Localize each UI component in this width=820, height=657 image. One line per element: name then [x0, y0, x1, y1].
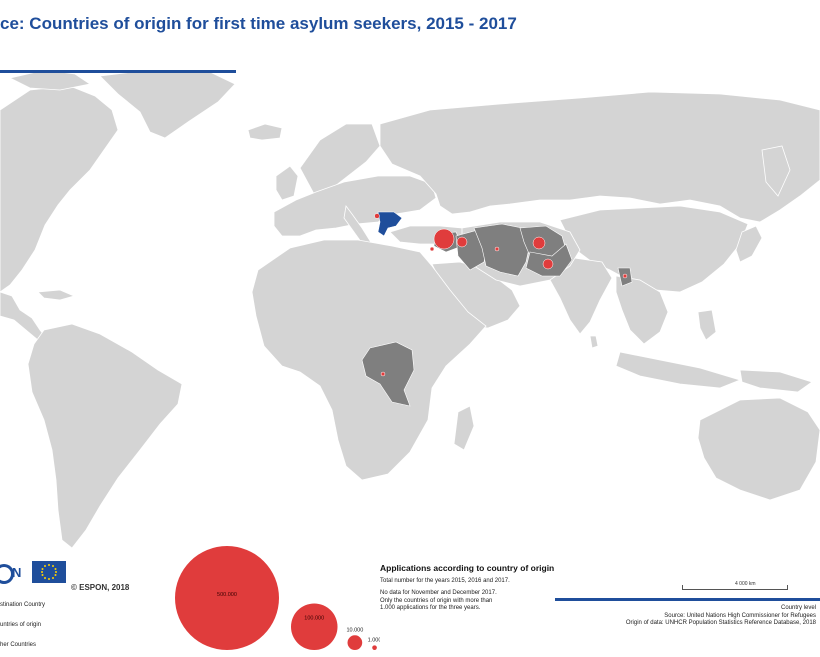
destination-greece	[377, 211, 403, 237]
bubble-dr-congo	[380, 371, 386, 377]
legend-bubble-label: 500.000	[217, 592, 237, 598]
scale-bar	[682, 585, 788, 590]
north-america-landmass	[0, 85, 119, 293]
south-america	[27, 323, 183, 549]
source-database: Origin of data: UNHCR Population Statist…	[625, 620, 816, 626]
bubble-afghanistan	[532, 236, 546, 250]
legend-bubble-label: 100.000	[304, 615, 324, 621]
bubble-iraq	[456, 236, 468, 248]
espon-logo-text: N	[12, 565, 22, 580]
madagascar	[453, 405, 475, 451]
japan	[735, 225, 763, 263]
legend-bubble	[347, 635, 363, 650]
scale-bar-label: 4 000 km	[735, 581, 756, 587]
eu-stars-icon	[41, 564, 57, 580]
kamchatka	[761, 145, 791, 197]
russia-asia	[379, 91, 820, 223]
british-isles	[275, 165, 299, 201]
espon-logo: N	[0, 561, 30, 584]
legend-other-label: her Countries	[0, 642, 37, 648]
legend-bubble	[291, 603, 338, 650]
legend-bubble-label: 10.000	[346, 627, 363, 633]
bubble-lebanon	[429, 246, 435, 252]
legend-note-line: 1.000 applications for the three years.	[380, 605, 481, 611]
copyright-text: © ESPON, 2018	[71, 583, 130, 592]
australia	[697, 397, 820, 501]
legend-destination-label: stination Country	[0, 602, 46, 608]
bubble-iran	[494, 246, 500, 252]
indonesia	[615, 351, 742, 389]
legend-note-line: Only the countries of origin with more t…	[380, 597, 493, 604]
legend-note-line: No data for November and December 2017.	[380, 590, 497, 596]
new-guinea	[739, 369, 813, 393]
greenland	[99, 69, 236, 139]
bubble-pakistan	[542, 258, 554, 270]
legend-subtitle: Total number for the years 2015, 2016 an…	[380, 578, 510, 584]
legend-bubble-label: 1.000	[368, 637, 380, 643]
bubble-syria	[433, 228, 455, 250]
china-east-asia	[559, 205, 749, 293]
sri-lanka	[589, 335, 599, 349]
world-map	[0, 69, 820, 549]
cuba	[37, 289, 76, 301]
title-underline	[0, 70, 236, 73]
source-block: Country level Source: United Nations Hig…	[626, 605, 816, 628]
central-america	[0, 291, 47, 341]
bubble-size-legend: 500.000 100.000 10.000 1.000	[175, 546, 380, 650]
southeast-asia	[615, 275, 669, 345]
legend-bubble	[175, 546, 279, 650]
legend-note: No data for November and December 2017. …	[380, 590, 580, 613]
legend-text-block: Applications according to country of ori…	[380, 563, 610, 613]
india	[545, 257, 613, 335]
legend-bubble	[372, 645, 377, 650]
philippines	[697, 309, 717, 341]
source-divider	[555, 598, 820, 601]
eu-flag-logo	[32, 561, 66, 583]
europe-mainland	[273, 175, 437, 237]
source-level: Country level	[780, 605, 816, 611]
legend-title: Applications according to country of ori…	[380, 563, 555, 573]
canadian-arctic-islands	[8, 69, 92, 91]
bubble-bangladesh	[622, 273, 628, 279]
origin-iran	[473, 223, 531, 277]
origin-dr-congo	[361, 341, 415, 407]
iceland	[247, 123, 283, 141]
source-provider: Source: United Nations High Commissioner…	[664, 612, 816, 619]
bubble-albania	[374, 213, 380, 219]
legend-origin-label: untries of origin	[0, 622, 42, 628]
page-title: ce: Countries of origin for first time a…	[0, 14, 517, 33]
espon-logo-ring	[0, 564, 14, 584]
